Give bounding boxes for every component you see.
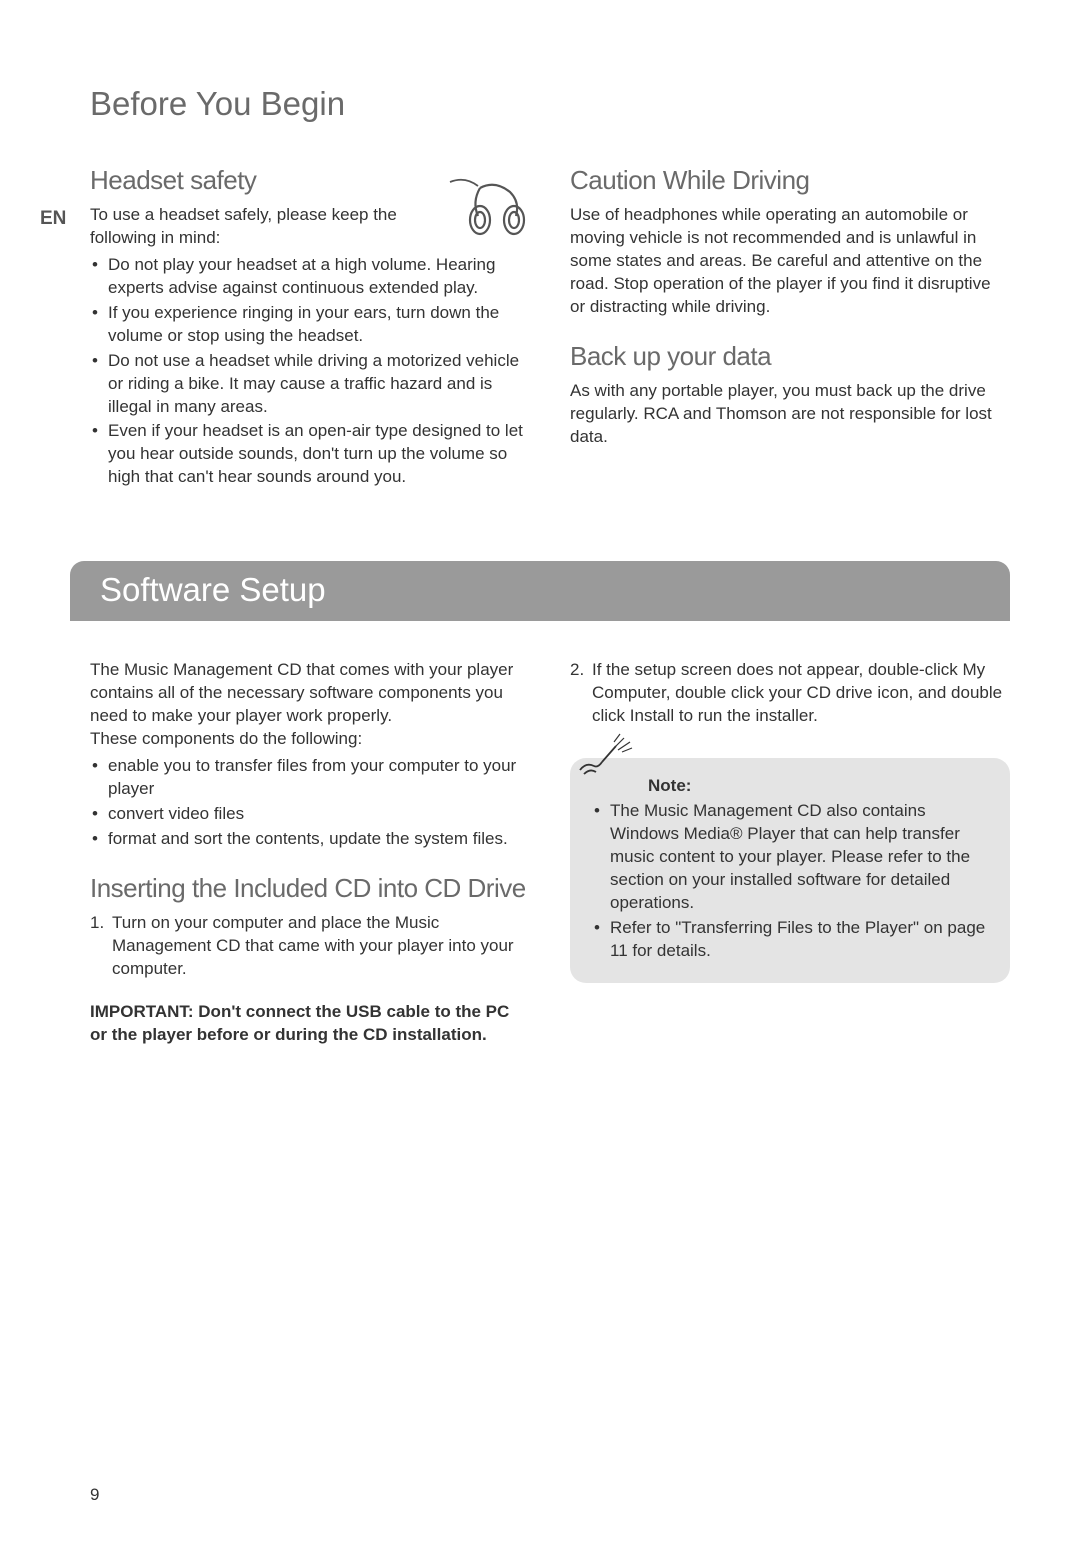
manual-page: EN Before You Begin Headset safety To us… — [0, 0, 1080, 1555]
section1-columns: Headset safety To use a headset safely, … — [90, 165, 1010, 491]
list-item: Do not use a headset while driving a mot… — [90, 350, 530, 419]
list-item: format and sort the contents, update the… — [90, 828, 530, 851]
software-setup-bar: Software Setup — [70, 561, 1010, 621]
backup-heading: Back up your data — [570, 341, 1010, 372]
software-intro2: These components do the following: — [90, 728, 530, 751]
note-bullets: The Music Management CD also contains Wi… — [592, 800, 992, 963]
note-box: Note: The Music Management CD also conta… — [570, 758, 1010, 983]
section1-right-col: Caution While Driving Use of headphones … — [570, 165, 1010, 491]
page-number: 9 — [90, 1485, 99, 1505]
page-title: Before You Begin — [90, 85, 1010, 123]
section2-columns: The Music Management CD that comes with … — [90, 659, 1010, 1046]
software-intro1: The Music Management CD that comes with … — [90, 659, 530, 728]
section1-left-col: Headset safety To use a headset safely, … — [90, 165, 530, 491]
caution-driving-heading: Caution While Driving — [570, 165, 1010, 196]
important-note: IMPORTANT: Don't connect the USB cable t… — [90, 1001, 530, 1047]
list-item: If the setup screen does not appear, dou… — [570, 659, 1010, 728]
cd-steps-left: Turn on your computer and place the Musi… — [90, 912, 530, 981]
language-tab: EN — [40, 208, 66, 230]
caution-driving-body: Use of headphones while operating an aut… — [570, 204, 1010, 319]
section2-left-col: The Music Management CD that comes with … — [90, 659, 530, 1046]
inserting-cd-heading: Inserting the Included CD into CD Drive — [90, 873, 530, 904]
backup-body: As with any portable player, you must ba… — [570, 380, 1010, 449]
list-item: Turn on your computer and place the Musi… — [90, 912, 530, 981]
list-item: If you experience ringing in your ears, … — [90, 302, 530, 348]
note-title: Note: — [648, 776, 992, 796]
list-item: Refer to "Transferring Files to the Play… — [592, 917, 992, 963]
list-item: convert video files — [90, 803, 530, 826]
headset-intro-wrap: To use a headset safely, please keep the… — [90, 204, 530, 250]
hand-writing-icon — [572, 732, 642, 782]
list-item: The Music Management CD also contains Wi… — [592, 800, 992, 915]
headset-intro-text: To use a headset safely, please keep the… — [90, 204, 420, 250]
headset-bullets: Do not play your headset at a high volum… — [90, 254, 530, 489]
section2-right-col: If the setup screen does not appear, dou… — [570, 659, 1010, 1046]
software-bullets: enable you to transfer files from your c… — [90, 755, 530, 851]
list-item: Even if your headset is an open-air type… — [90, 420, 530, 489]
list-item: enable you to transfer files from your c… — [90, 755, 530, 801]
headphones-icon — [430, 174, 530, 244]
list-item: Do not play your headset at a high volum… — [90, 254, 530, 300]
cd-steps-right: If the setup screen does not appear, dou… — [570, 659, 1010, 728]
